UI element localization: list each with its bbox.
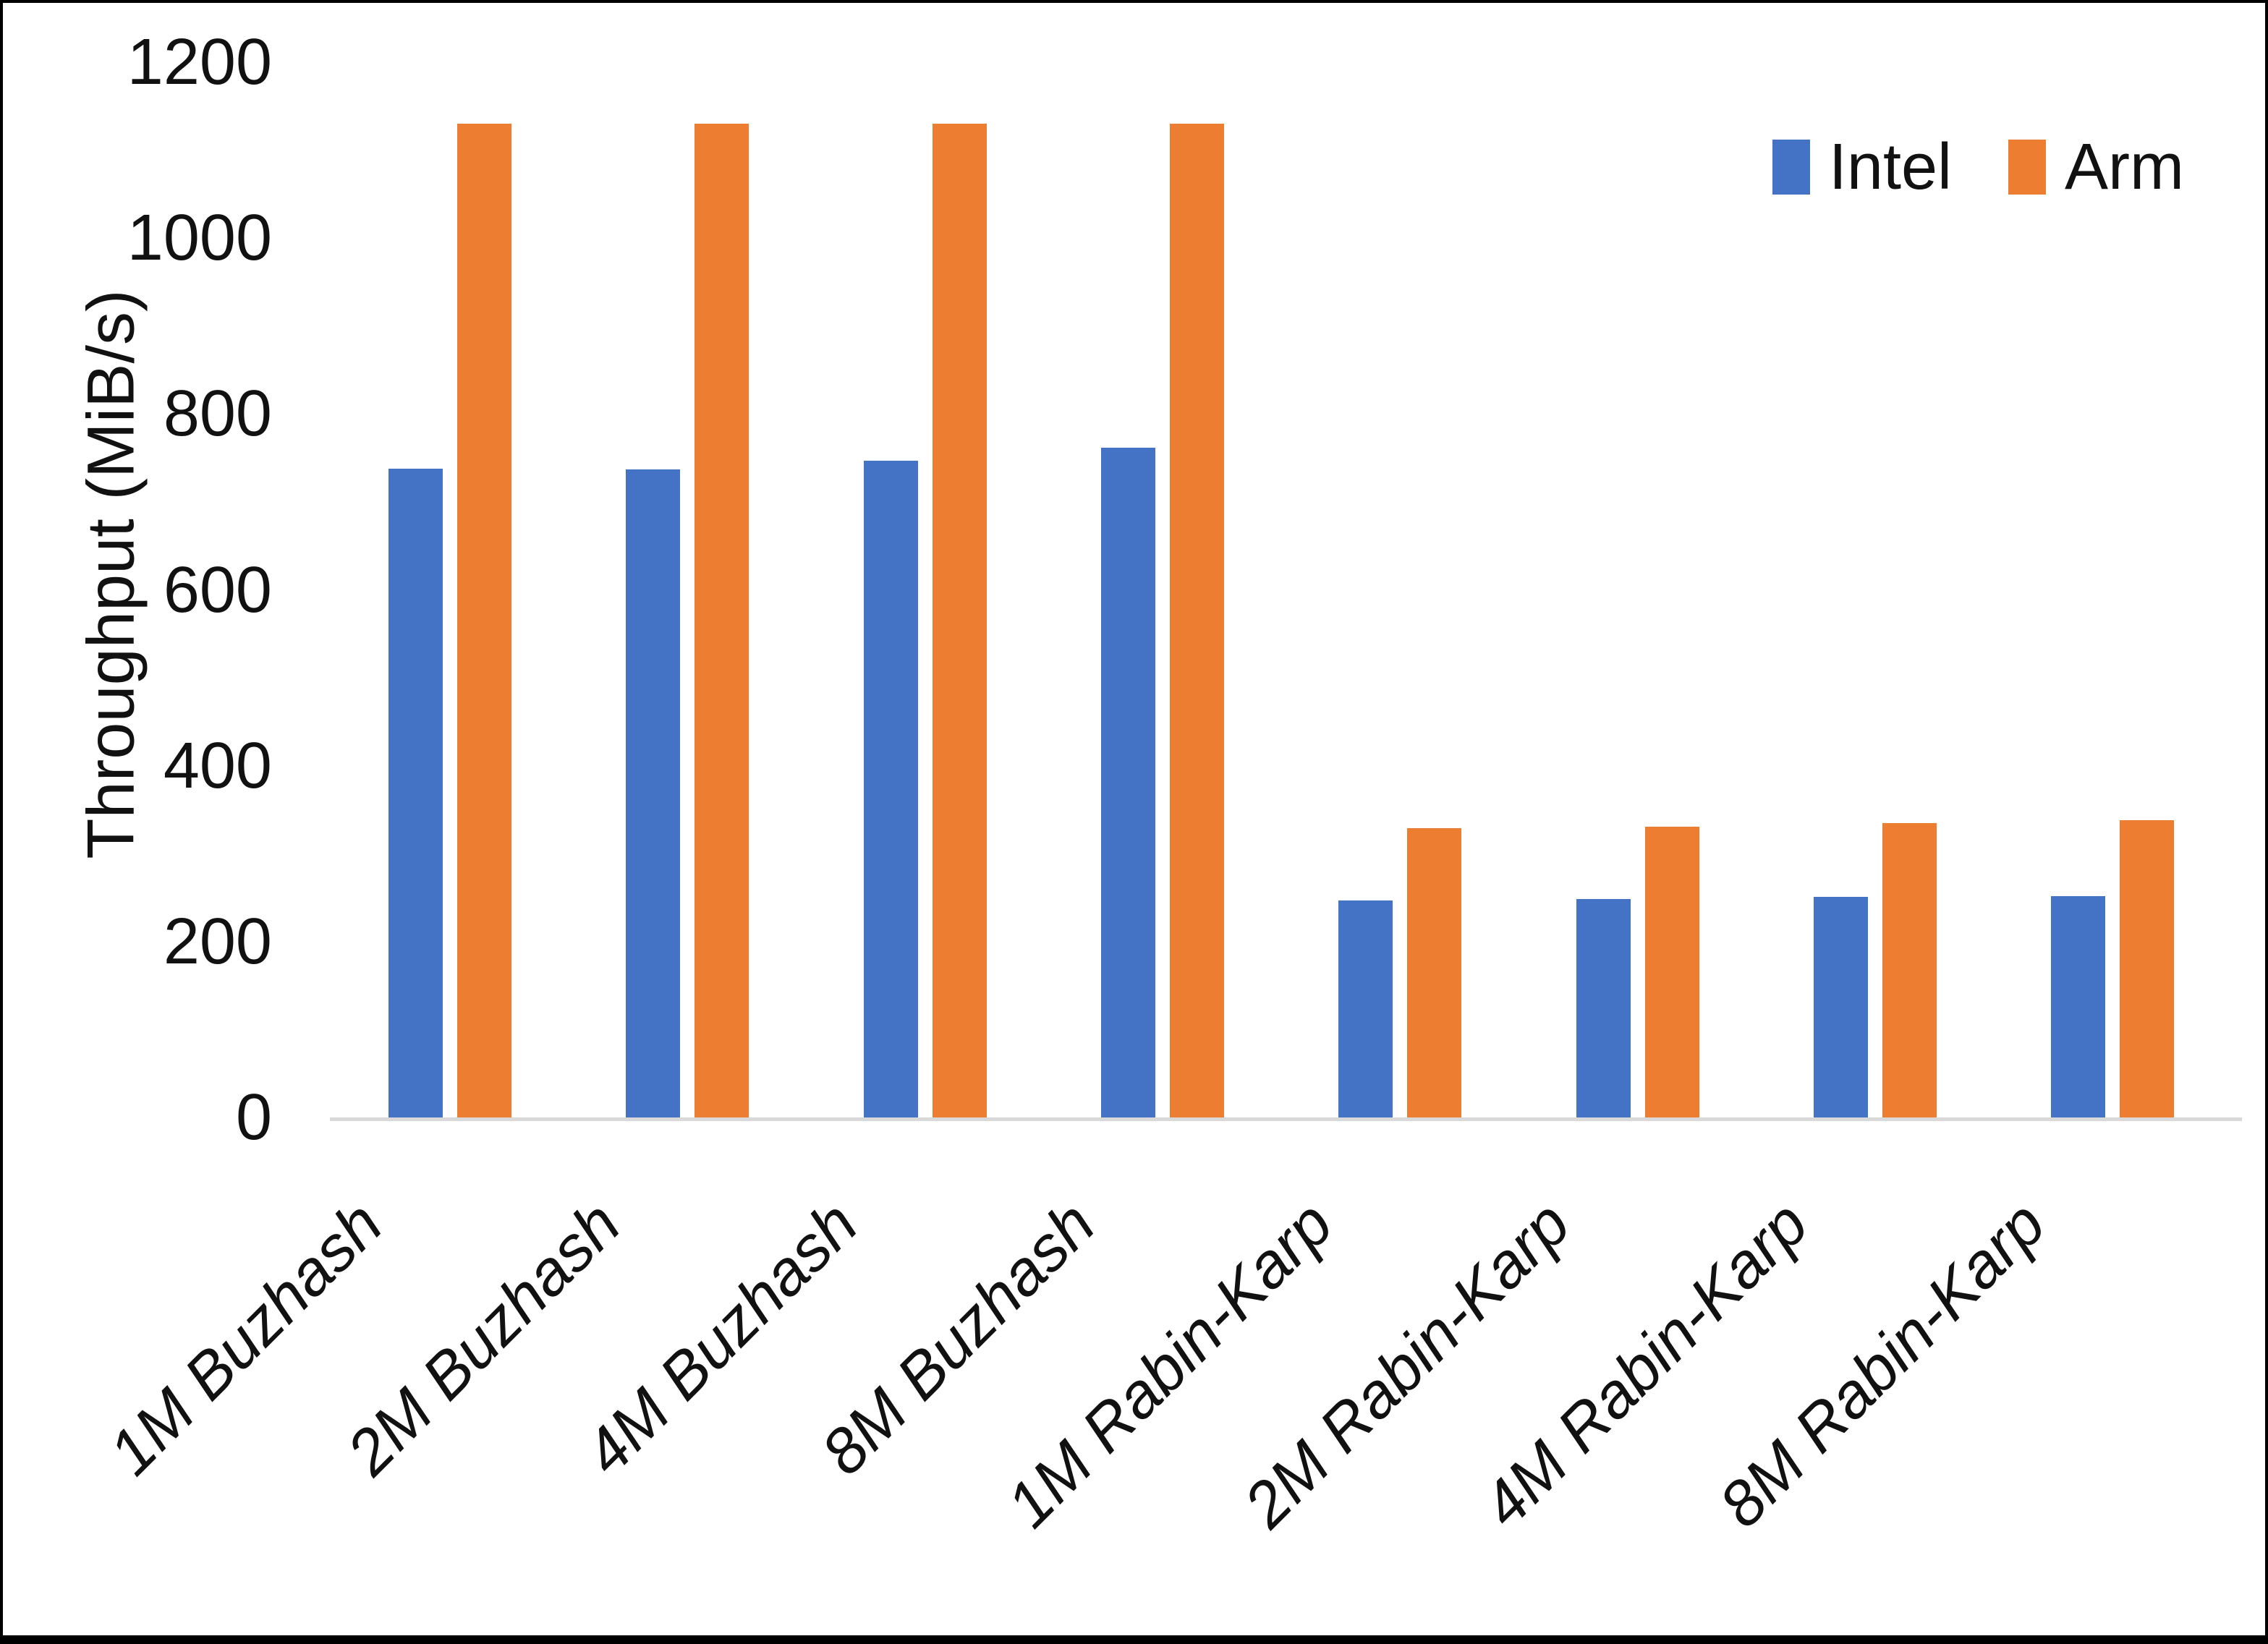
bar-intel-8m-rabin-karp	[2051, 895, 2106, 1117]
y-tick-label-0: 0	[235, 1081, 272, 1154]
bar-arm-4m-rabin-karp	[1882, 822, 1937, 1117]
bar-intel-1m-buzhash	[388, 468, 443, 1117]
x-axis-line	[330, 1117, 2242, 1121]
legend-item-intel: Intel	[1772, 135, 1952, 200]
y-tick-label-800: 800	[163, 378, 272, 451]
y-tick-label-1000: 1000	[127, 202, 272, 275]
bar-intel-4m-buzhash	[863, 460, 918, 1117]
y-axis-title: Throughput (MiB/s)	[74, 289, 148, 859]
bar-intel-4m-rabin-karp	[1814, 896, 1869, 1117]
bar-intel-2m-rabin-karp	[1576, 899, 1631, 1117]
bar-arm-2m-rabin-karp	[1644, 826, 1699, 1117]
legend-swatch-intel	[1772, 140, 1810, 195]
bar-intel-1m-rabin-karp	[1338, 900, 1393, 1117]
bar-arm-8m-rabin-karp	[2120, 820, 2175, 1117]
legend-item-arm: Arm	[2008, 135, 2184, 200]
legend-swatch-arm	[2008, 140, 2047, 195]
bar-chart: Throughput (MiB/s) 0 200 400 600 800 1000 1200…	[3, 3, 2265, 1635]
legend-label-intel: Intel	[1828, 131, 1953, 203]
bar-arm-4m-buzhash	[932, 124, 987, 1117]
bar-intel-2m-buzhash	[626, 469, 681, 1117]
y-tick-label-400: 400	[163, 729, 272, 802]
bar-intel-8m-buzhash	[1101, 447, 1156, 1117]
bar-arm-1m-rabin-karp	[1407, 827, 1462, 1117]
legend-label-arm: Arm	[2065, 131, 2184, 203]
legend: Intel Arm	[1772, 135, 2184, 200]
bar-arm-1m-buzhash	[457, 124, 511, 1117]
bar-arm-2m-buzhash	[695, 124, 749, 1117]
y-tick-label-1200: 1200	[127, 26, 272, 98]
bar-arm-8m-buzhash	[1170, 124, 1225, 1117]
y-tick-label-600: 600	[163, 553, 272, 626]
y-tick-label-200: 200	[163, 905, 272, 978]
